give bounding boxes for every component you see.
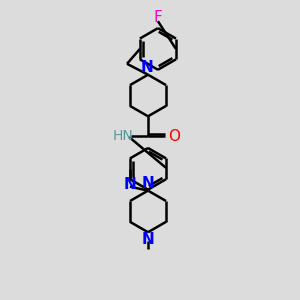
- Text: N: N: [124, 177, 136, 192]
- Text: O: O: [168, 129, 180, 144]
- Text: HN: HN: [113, 129, 134, 143]
- Text: N: N: [142, 176, 154, 191]
- Text: F: F: [154, 10, 162, 25]
- Text: N: N: [142, 232, 154, 247]
- Text: N: N: [141, 60, 153, 75]
